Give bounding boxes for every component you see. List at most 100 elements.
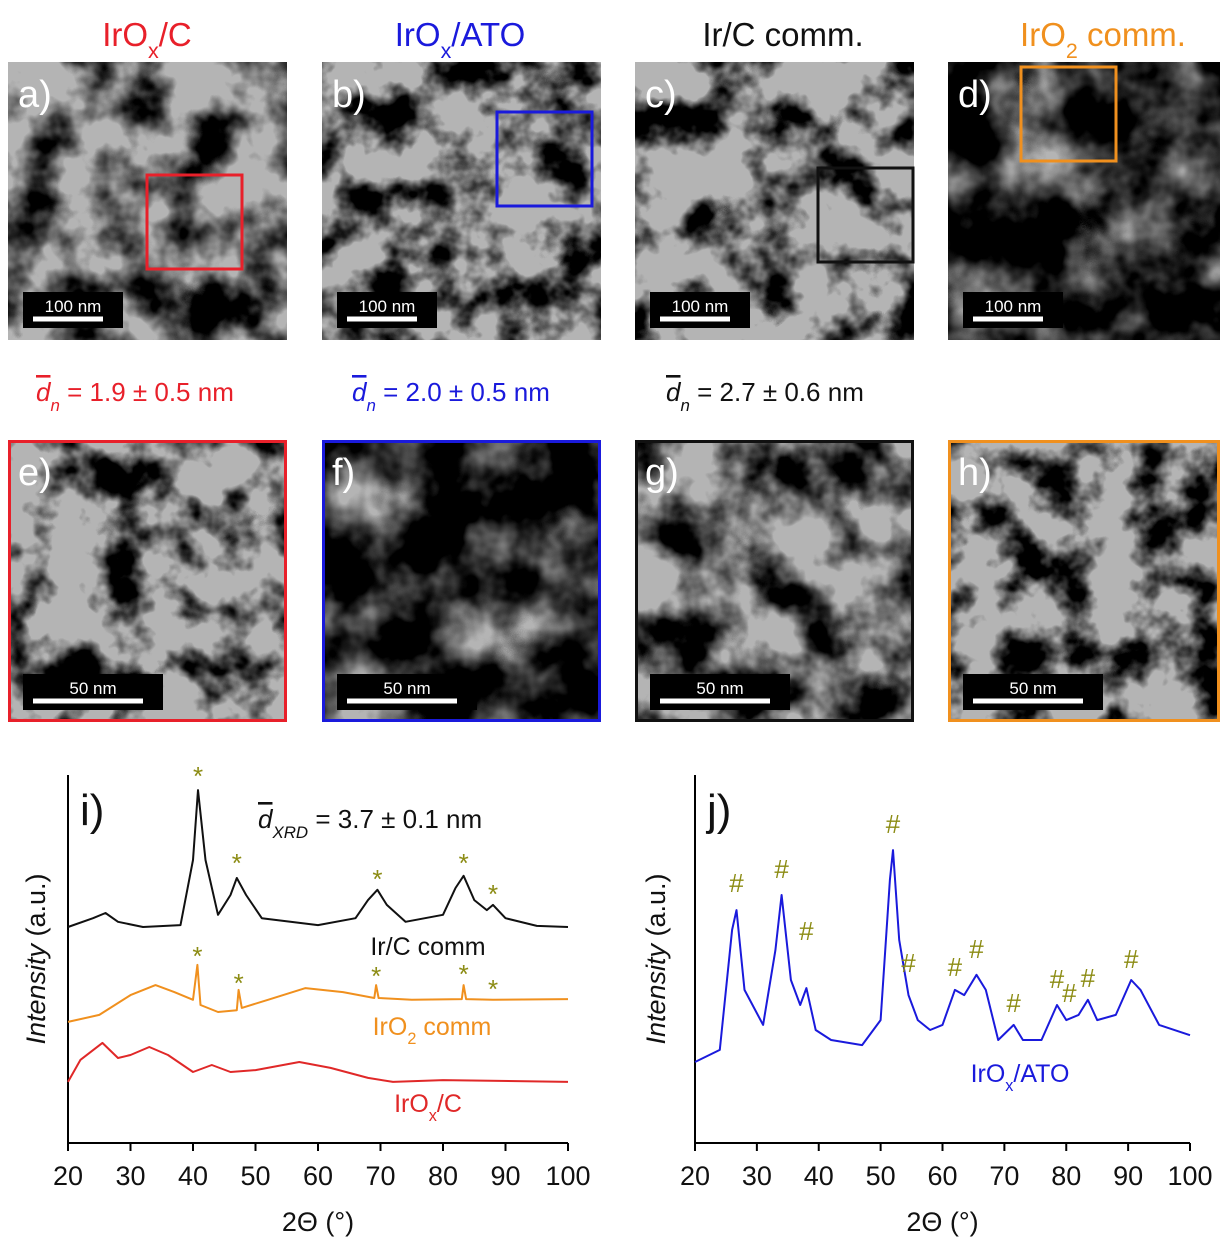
- peak-marker: *: [459, 959, 469, 989]
- scale-bar-box: [337, 674, 477, 710]
- text-part: /C: [437, 1090, 462, 1118]
- series-line: [694, 849, 1191, 1063]
- peak-marker: *: [372, 864, 382, 894]
- image-border: [948, 440, 1220, 722]
- peak-marker: *: [193, 761, 203, 791]
- series-line: [67, 1041, 569, 1083]
- scale-bar-label: 100 nm: [672, 297, 729, 316]
- image-border: [8, 440, 287, 722]
- panel-label: j): [705, 786, 731, 835]
- text-part: = 3.7 ± 0.1 nm: [308, 804, 482, 834]
- peak-marker: #: [901, 948, 916, 978]
- peak-marker: *: [371, 961, 381, 991]
- particle-size: dn = 2.7 ± 0.6 nm: [666, 377, 864, 415]
- text-part: n: [680, 396, 689, 415]
- panel-label: e): [18, 452, 52, 494]
- column-title: IrOx/ATO: [395, 16, 526, 63]
- series-line: [67, 963, 569, 1023]
- y-axis-label: Intensity (a.u.): [641, 873, 671, 1044]
- text-part: /C: [159, 16, 192, 53]
- peak-marker: #: [1124, 944, 1139, 974]
- peak-marker: #: [886, 809, 901, 839]
- text-part: d: [352, 377, 368, 407]
- text-part: x: [148, 39, 159, 63]
- text-part: x: [1005, 1077, 1013, 1095]
- x-tick-label: 70: [365, 1161, 395, 1191]
- panel-label: f): [332, 452, 355, 494]
- x-tick-label: 80: [1051, 1161, 1081, 1191]
- text-part: n: [50, 396, 59, 415]
- text-part: Intensity: [641, 942, 671, 1044]
- y-axis-label: Intensity (a.u.): [21, 873, 51, 1044]
- scale-bar-label: 50 nm: [1009, 679, 1056, 698]
- scale-bar-box: [650, 674, 790, 710]
- peak-marker: #: [948, 952, 963, 982]
- text-part: d: [258, 804, 274, 834]
- text-part: /ATO: [1013, 1060, 1069, 1088]
- text-part: d: [666, 377, 682, 407]
- x-axis-label: 2Θ (°): [282, 1207, 354, 1237]
- panel-label: i): [80, 786, 104, 835]
- panel-label: a): [18, 74, 52, 116]
- scale-bar-box: [963, 674, 1103, 710]
- text-part: IrO: [971, 1060, 1006, 1088]
- series-line: [67, 789, 569, 928]
- series-label: IrOx/ATO: [971, 1060, 1070, 1095]
- peak-marker: #: [1081, 963, 1096, 993]
- text-part: comm: [416, 1013, 491, 1041]
- x-tick-label: 30: [115, 1161, 145, 1191]
- column-title: Ir/C comm.: [702, 16, 863, 53]
- peak-marker: *: [232, 848, 242, 878]
- scale-bar-label: 50 nm: [383, 679, 430, 698]
- text-part: x: [441, 39, 452, 63]
- zoom-box: [816, 166, 915, 264]
- peak-marker: #: [1006, 988, 1021, 1018]
- x-tick-label: 60: [927, 1161, 957, 1191]
- x-tick-label: 20: [53, 1161, 83, 1191]
- column-title: IrO2 comm.: [1020, 16, 1186, 63]
- scale-bar-label: 100 nm: [45, 297, 102, 316]
- text-part: IrO: [394, 1090, 429, 1118]
- peak-marker: *: [488, 974, 498, 1004]
- series-label: Ir/C comm: [370, 933, 485, 961]
- scale-bar-box: [23, 292, 123, 328]
- text-part: d: [36, 377, 52, 407]
- image-border: [635, 440, 914, 722]
- series-label: IrOx/C: [394, 1090, 462, 1125]
- text-part: = 2.0 ± 0.5 nm: [376, 377, 550, 407]
- peak-marker: *: [459, 848, 469, 878]
- text-part: n: [366, 396, 375, 415]
- text-part: Intensity: [21, 942, 51, 1044]
- text-part: 2: [407, 1030, 416, 1048]
- scale-bar-label: 50 nm: [69, 679, 116, 698]
- x-tick-label: 20: [680, 1161, 710, 1191]
- panel-label: c): [645, 74, 677, 116]
- x-tick-label: 60: [303, 1161, 333, 1191]
- x-tick-label: 100: [545, 1161, 590, 1191]
- peak-marker: *: [488, 879, 498, 909]
- zoom-box: [1019, 65, 1118, 163]
- x-tick-label: 40: [804, 1161, 834, 1191]
- x-tick-label: 100: [1167, 1161, 1212, 1191]
- text-part: Ir/C comm.: [702, 16, 863, 53]
- text-part: 2: [1066, 39, 1078, 63]
- image-border: [322, 440, 601, 722]
- scale-bar-box: [23, 674, 163, 710]
- x-tick-label: 30: [742, 1161, 772, 1191]
- panel-label: d): [958, 74, 992, 116]
- x-tick-label: 40: [178, 1161, 208, 1191]
- peak-marker: #: [799, 916, 814, 946]
- text-part: = 1.9 ± 0.5 nm: [60, 377, 234, 407]
- text-part: (a.u.): [641, 873, 671, 944]
- text-part: IrO: [1020, 16, 1066, 53]
- peak-marker: #: [969, 934, 984, 964]
- x-tick-label: 90: [490, 1161, 520, 1191]
- x-tick-label: 50: [240, 1161, 270, 1191]
- scale-bar-label: 100 nm: [359, 297, 416, 316]
- peak-marker: #: [774, 854, 789, 884]
- text-part: (a.u.): [21, 873, 51, 944]
- x-tick-label: 70: [989, 1161, 1019, 1191]
- panel-label: b): [332, 74, 366, 116]
- panel-label: g): [645, 452, 679, 494]
